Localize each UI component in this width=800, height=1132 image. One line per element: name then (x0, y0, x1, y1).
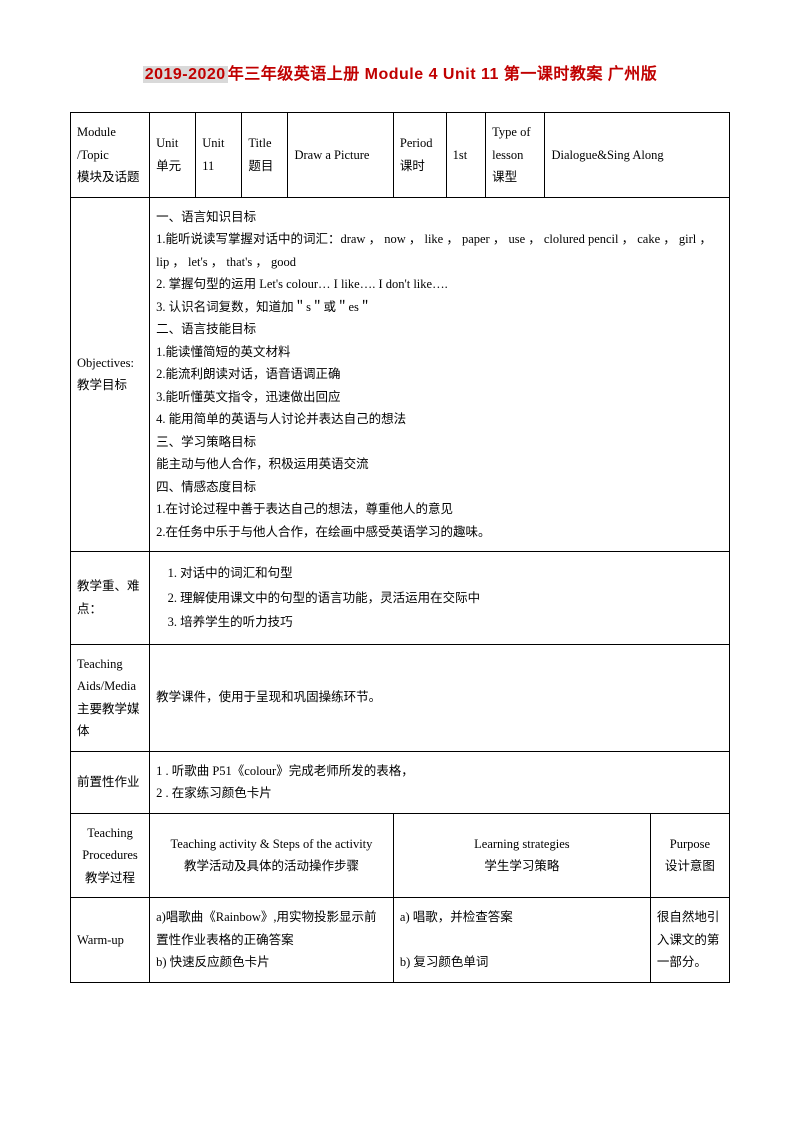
keypoints-row: 教学重、难点： 对话中的词汇和句型 理解使用课文中的句型的语言功能，灵活运用在交… (71, 552, 730, 645)
module-label: Module /Topic模块及话题 (71, 113, 150, 198)
title-rest: 年三年级英语上册 Module 4 Unit 11 第一课时教案 广州版 (228, 66, 658, 83)
keypoint-item: 对话中的词汇和句型 (180, 562, 723, 585)
unit-value: Unit 11 (196, 113, 242, 198)
prework-content: 1 . 听歌曲 P51《colour》完成老师所发的表格，2 . 在家练习颜色卡… (150, 751, 730, 813)
warmup-row: Warm-up a)唱歌曲《Rainbow》,用实物投影显示前置性作业表格的正确… (71, 898, 730, 983)
warmup-label: Warm-up (71, 898, 150, 983)
title-year: 2019-2020 (143, 66, 228, 83)
objectives-content: 一、语言知识目标1.能听说读写掌握对话中的词汇：draw ， now ， lik… (150, 197, 730, 552)
procedures-header-row: Teaching Procedures教学过程 Teaching activit… (71, 813, 730, 898)
proc-col1: Teaching Procedures教学过程 (71, 813, 150, 898)
lesson-plan-table: Module /Topic模块及话题 Unit单元 Unit 11 Title题… (70, 112, 730, 983)
prework-label: 前置性作业 (71, 751, 150, 813)
prework-row: 前置性作业 1 . 听歌曲 P51《colour》完成老师所发的表格，2 . 在… (71, 751, 730, 813)
aids-row: Teaching Aids/Media主要教学媒体 教学课件，使用于呈现和巩固操… (71, 644, 730, 751)
type-label: Type of lesson课型 (486, 113, 545, 198)
proc-col2: Teaching activity & Steps of the activit… (150, 813, 394, 898)
aids-content: 教学课件，使用于呈现和巩固操练环节。 (150, 644, 730, 751)
objectives-row: Objectives:教学目标 一、语言知识目标1.能听说读写掌握对话中的词汇：… (71, 197, 730, 552)
page-title: 2019-2020年三年级英语上册 Module 4 Unit 11 第一课时教… (70, 60, 730, 84)
title-label: Title题目 (242, 113, 288, 198)
period-label: Period课时 (393, 113, 446, 198)
period-value: 1st (446, 113, 486, 198)
keypoints-label: 教学重、难点： (71, 552, 150, 645)
unit-label: Unit单元 (150, 113, 196, 198)
type-value: Dialogue&Sing Along (545, 113, 730, 198)
objectives-label: Objectives:教学目标 (71, 197, 150, 552)
keypoints-content: 对话中的词汇和句型 理解使用课文中的句型的语言功能，灵活运用在交际中 培养学生的… (150, 552, 730, 645)
warmup-activity: a)唱歌曲《Rainbow》,用实物投影显示前置性作业表格的正确答案b) 快速反… (150, 898, 394, 983)
keypoint-item: 培养学生的听力技巧 (180, 611, 723, 634)
header-row: Module /Topic模块及话题 Unit单元 Unit 11 Title题… (71, 113, 730, 198)
keypoint-item: 理解使用课文中的句型的语言功能，灵活运用在交际中 (180, 587, 723, 610)
warmup-purpose: 很自然地引入课文的第一部分。 (650, 898, 729, 983)
title-value: Draw a Picture (288, 113, 393, 198)
proc-col3: Learning strategies学生学习策略 (393, 813, 650, 898)
proc-col4: Purpose设计意图 (650, 813, 729, 898)
warmup-strategy: a) 唱歌，并检查答案b) 复习颜色单词 (393, 898, 650, 983)
aids-label: Teaching Aids/Media主要教学媒体 (71, 644, 150, 751)
